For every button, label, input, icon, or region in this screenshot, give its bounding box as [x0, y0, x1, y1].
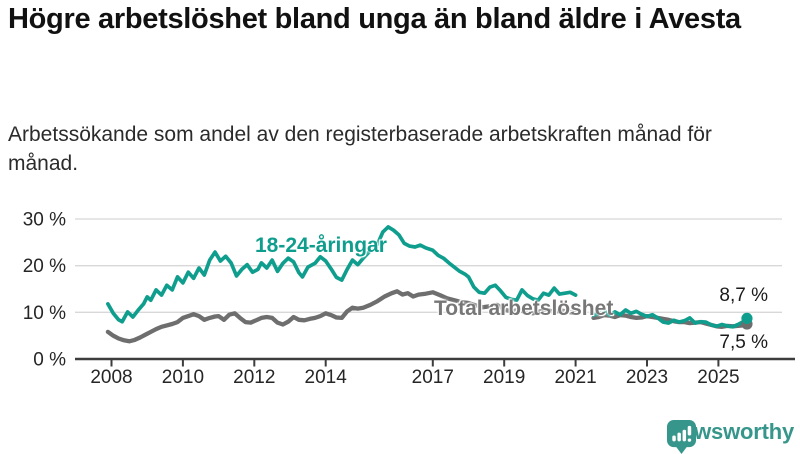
x-axis-tick-label: 2014 [305, 367, 348, 388]
series-line-total [105, 289, 578, 344]
x-axis-tick-label: 2010 [162, 367, 204, 388]
x-axis-tick-label: 2025 [697, 367, 739, 388]
end-value-label-total: 7,5 % [719, 332, 768, 353]
series-label-youth: 18-24-åringar [255, 234, 387, 257]
newsworthy-branding: Newsworthy [666, 419, 794, 454]
x-axis-tick-label: 2021 [554, 367, 596, 388]
series-line-youth [591, 308, 749, 329]
chart-subtitle: Arbetssökande som andel av den registerb… [8, 123, 712, 175]
end-dot-youth [741, 312, 753, 324]
series-line-youth [106, 225, 578, 324]
x-axis-tick-label: 2017 [412, 367, 454, 388]
y-axis-tick-label: 20 % [23, 256, 66, 277]
page-title: Högre arbetslöshet bland unga än bland ä… [8, 3, 741, 35]
series-label-total: Total arbetslöshet [434, 297, 614, 320]
end-value-label-youth: 8,7 % [719, 285, 768, 306]
x-axis-tick-label: 2008 [90, 367, 132, 388]
x-axis-tick-label: 2012 [233, 367, 275, 388]
x-axis-tick-label: 2023 [626, 367, 668, 388]
y-axis-tick-label: 30 % [23, 210, 66, 231]
y-axis-tick-label: 10 % [23, 303, 66, 324]
x-axis-tick-label: 2019 [483, 367, 525, 388]
newsworthy-logo-icon [667, 420, 697, 454]
y-axis-tick-label: 0 % [33, 350, 66, 371]
